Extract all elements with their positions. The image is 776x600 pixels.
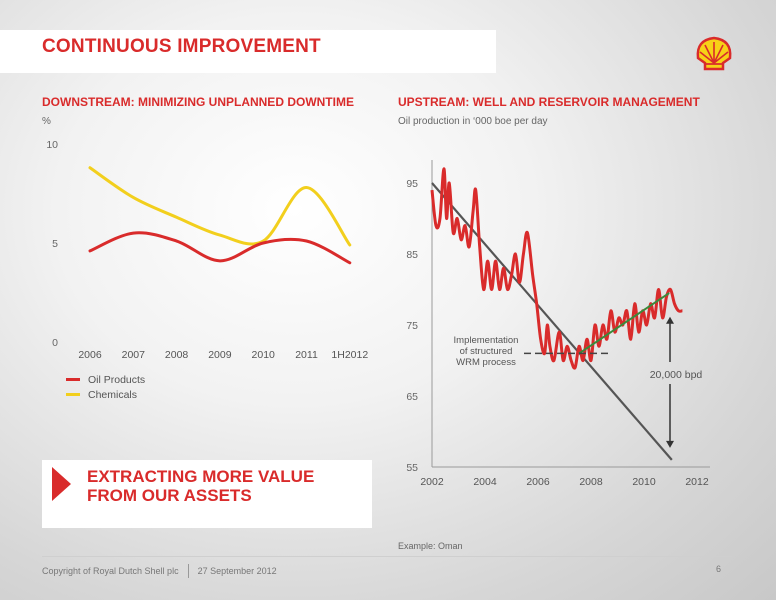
y-tick-label: 75 <box>406 320 418 332</box>
x-tick-label: 1H2012 <box>331 349 368 361</box>
legend-item-chemicals: Chemicals <box>66 387 145 402</box>
x-tick-label: 2002 <box>420 476 444 488</box>
gap-arrow-up-head <box>666 316 674 324</box>
y-tick-label: 0 <box>52 337 58 349</box>
series-line-chemicals <box>88 166 352 247</box>
page-title: CONTINUOUS IMPROVEMENT <box>42 36 321 57</box>
improvement-trend-line <box>578 292 670 355</box>
x-tick-label: 2008 <box>165 349 189 361</box>
implementation-label: of structured <box>460 346 513 357</box>
footer-date: 27 September 2012 <box>197 566 277 576</box>
callout-text: EXTRACTING MORE VALUE FROM OUR ASSETS <box>87 467 315 505</box>
example-note: Example: Oman <box>398 541 463 551</box>
gap-arrow-down-head <box>666 440 674 448</box>
x-tick-label: 2009 <box>208 349 232 361</box>
implementation-label: Implementation <box>454 335 519 346</box>
x-tick-label: 2006 <box>526 476 550 488</box>
x-tick-label: 2008 <box>579 476 603 488</box>
legend-item-oil-products: Oil Products <box>66 372 145 387</box>
legend-label-oil-products: Oil Products <box>88 373 146 386</box>
upstream-title: UPSTREAM: WELL AND RESERVOIR MANAGEMENT <box>398 95 700 109</box>
x-tick-label: 2010 <box>632 476 656 488</box>
downstream-title: DOWNSTREAM: MINIMIZING UNPLANNED DOWNTIM… <box>42 95 354 109</box>
page-number: 6 <box>716 564 722 574</box>
footer-divider <box>42 556 732 557</box>
downstream-unit: % <box>42 116 51 127</box>
y-tick-label: 5 <box>52 238 58 250</box>
x-tick-label: 2012 <box>685 476 709 488</box>
title-bar: CONTINUOUS IMPROVEMENT <box>0 30 496 73</box>
callout-box: EXTRACTING MORE VALUE FROM OUR ASSETS <box>42 460 372 528</box>
y-tick-label: 10 <box>46 139 58 151</box>
footer-separator <box>187 564 189 578</box>
upstream-unit: Oil production in ‘000 boe per day <box>398 116 548 127</box>
production-line <box>430 167 683 370</box>
implementation-label: WRM process <box>456 357 516 368</box>
legend-label-chemicals: Chemicals <box>88 388 138 401</box>
x-tick-label: 2007 <box>122 349 146 361</box>
series-line-oil-products <box>88 231 352 265</box>
footer: Copyright of Royal Dutch Shell plc 27 Se… <box>42 564 277 578</box>
play-arrow-icon <box>52 467 71 501</box>
x-tick-label: 2006 <box>78 349 102 361</box>
x-tick-label: 2011 <box>295 349 318 361</box>
legend-swatch-chemicals <box>66 393 80 396</box>
downstream-legend: Oil Products Chemicals <box>66 372 145 402</box>
x-tick-label: 2004 <box>473 476 497 488</box>
shell-pecten-icon <box>696 36 732 71</box>
y-tick-label: 85 <box>406 249 418 261</box>
y-tick-label: 95 <box>406 178 418 190</box>
footer-copyright: Copyright of Royal Dutch Shell plc <box>42 566 179 576</box>
x-tick-label: 2010 <box>252 349 276 361</box>
y-tick-label: 65 <box>406 391 418 403</box>
legend-swatch-oil-products <box>66 378 80 381</box>
gap-label: 20,000 bpd <box>650 369 703 381</box>
y-tick-label: 55 <box>406 462 418 474</box>
